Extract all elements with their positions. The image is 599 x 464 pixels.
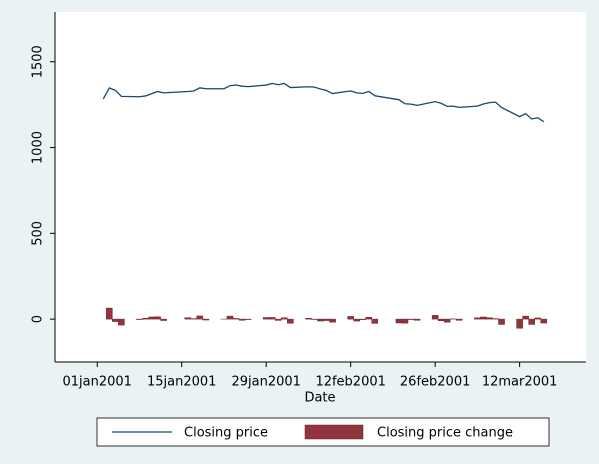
bar [437, 318, 445, 322]
legend-label: Closing price change [377, 426, 513, 441]
x-tick-label: 12mar2001 [482, 375, 558, 390]
legend-label: Closing price [184, 426, 268, 441]
x-tick-label: 29jan2001 [231, 375, 300, 390]
bar [522, 315, 529, 320]
bar [232, 318, 240, 320]
bar [281, 317, 288, 320]
y-tick-label: 1000 [31, 131, 46, 164]
x-tick-label: 15jan2001 [147, 375, 216, 390]
bar [456, 318, 463, 321]
bar [486, 317, 493, 320]
x-tick-label: 26feb2001 [400, 375, 470, 390]
bar [226, 315, 234, 320]
bar [118, 318, 125, 326]
bar [305, 318, 312, 320]
y-tick-label: 1500 [31, 45, 46, 78]
bar [474, 317, 481, 320]
bar [534, 317, 541, 320]
bar [196, 315, 204, 320]
bar [274, 318, 282, 321]
bar [528, 318, 535, 325]
bar [154, 316, 161, 320]
bar [540, 318, 548, 324]
price-line [102, 82, 545, 123]
bar [371, 318, 379, 324]
bar [413, 318, 421, 321]
bar [262, 317, 270, 320]
bar [268, 317, 276, 320]
bar [184, 317, 192, 320]
legend-swatch [304, 424, 364, 440]
x-axis-title: Date [304, 391, 335, 406]
bar [287, 318, 294, 324]
bar [106, 307, 113, 320]
bar [395, 318, 403, 324]
bar [353, 318, 360, 322]
bar [317, 318, 324, 322]
bar [480, 316, 487, 320]
bar [498, 318, 505, 325]
bar [148, 316, 155, 320]
bar [401, 318, 409, 324]
bar [443, 318, 451, 323]
bar [112, 318, 119, 322]
y-tick-label: 0 [31, 315, 46, 323]
bar [160, 318, 167, 321]
bar [238, 318, 246, 321]
plot-region [55, 12, 586, 362]
bar [431, 315, 439, 320]
bar [347, 316, 354, 320]
bar [142, 318, 149, 320]
bar [365, 317, 373, 320]
y-tick-label: 500 [31, 221, 46, 246]
x-tick-label: 01jan2001 [63, 375, 132, 390]
bar [202, 318, 210, 321]
bar [516, 318, 523, 329]
x-tick-label: 12feb2001 [315, 375, 385, 390]
bar [329, 318, 336, 323]
bar [323, 318, 330, 321]
